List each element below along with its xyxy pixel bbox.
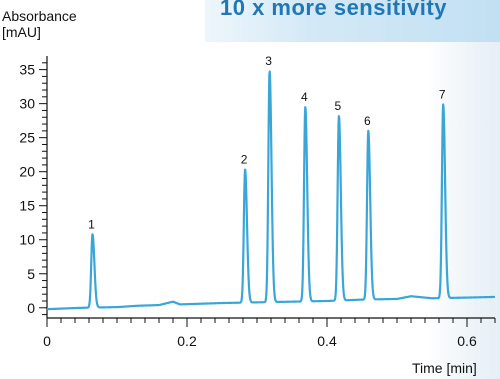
banner-title: 10 x more sensitivity: [220, 0, 447, 20]
peak-label: 6: [364, 114, 371, 128]
peak-label: 4: [301, 90, 308, 104]
y-tick-label: 5: [27, 266, 35, 282]
y-tick-label: 10: [19, 232, 35, 248]
peak-label: 1: [88, 217, 95, 231]
y-tick-label: 15: [19, 198, 35, 214]
peak-label: 2: [241, 153, 248, 167]
x-tick-label: 0.6: [457, 333, 477, 349]
side-panel-background: [425, 42, 500, 379]
peak-label: 5: [335, 99, 342, 113]
y-tick-label: 35: [19, 62, 35, 78]
y-axis-label-line1: Absorbance: [2, 8, 77, 24]
x-tick-label: 0.2: [177, 333, 197, 349]
chromatogram-trace: [46, 70, 496, 311]
y-tick-label: 25: [19, 130, 35, 146]
y-tick-label: 30: [19, 96, 35, 112]
x-tick-label: 0: [43, 333, 51, 349]
y-axis-label: Absorbance [mAU]: [2, 8, 77, 40]
peak-label: 7: [439, 87, 446, 101]
y-axis-label-line2: [mAU]: [2, 24, 41, 40]
y-tick-label: 20: [19, 164, 35, 180]
peak-labels: 1 2 3 4 5 6 7: [88, 54, 446, 231]
x-axis-label: Time [min]: [412, 360, 477, 376]
y-tick-label: 0: [27, 300, 35, 316]
x-tick-label: 0.4: [317, 333, 337, 349]
banner-background: [205, 0, 500, 42]
peak-label: 3: [265, 54, 272, 68]
